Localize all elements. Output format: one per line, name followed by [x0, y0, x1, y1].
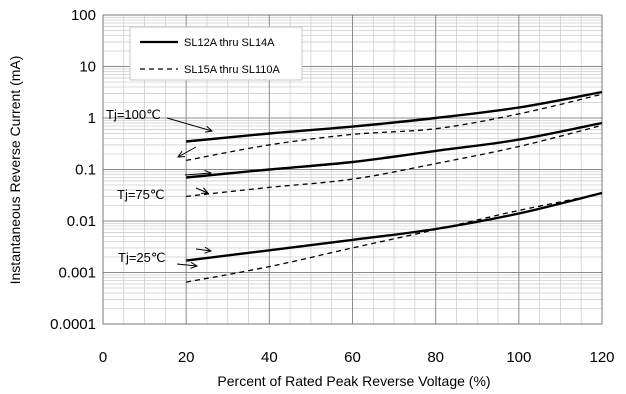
legend: SL12A thru SL14A SL15A thru SL110A: [129, 26, 303, 81]
temperature-annotation: Tj=25℃: [118, 250, 165, 265]
annotation-arrowhead: [205, 125, 214, 133]
y-tick-label: 0.01: [67, 213, 96, 230]
series-line-dashed: [186, 93, 603, 162]
x-tick-label: 0: [99, 349, 107, 366]
grid: [102, 14, 603, 325]
x-tick-label: 40: [261, 349, 278, 366]
x-tick-label: 80: [427, 349, 444, 366]
temperature-annotation: Tj=100℃: [106, 107, 161, 122]
series-line-solid: [186, 90, 603, 143]
y-tick-label: 100: [71, 7, 96, 24]
legend-label-solid: SL12A thru SL14A: [184, 37, 275, 49]
y-tick-label: 0.1: [75, 162, 96, 179]
legend-label-dashed: SL15A thru SL110A: [184, 64, 280, 76]
y-axis-title: Instantaneous Reverse Current (mA): [7, 56, 23, 285]
annotation-arrow: [195, 248, 212, 252]
annotation-arrowhead: [200, 187, 210, 194]
y-tick-label: 0.001: [58, 265, 96, 282]
annotations: Tj=100℃ Tj=75℃ Tj=25℃: [106, 107, 214, 269]
x-tick-label: 120: [589, 349, 614, 366]
series-line-solid: [186, 191, 603, 262]
y-tick-label: 1: [88, 110, 96, 127]
series-lines: [186, 90, 603, 283]
annotation-arrowhead: [204, 246, 213, 254]
annotation-arrow: [166, 117, 213, 132]
annotation-arrow: [177, 146, 197, 158]
annotation-arrow: [184, 172, 212, 176]
temperature-annotation: Tj=75℃: [117, 187, 164, 202]
y-tick-label: 0.0001: [50, 316, 96, 333]
annotation-arrowhead: [190, 261, 199, 269]
x-tick-label: 60: [344, 349, 361, 366]
plot-border: [102, 14, 603, 325]
y-tick-label: 10: [79, 59, 96, 76]
annotation-arrowhead: [204, 169, 213, 177]
series-line-solid: [186, 121, 603, 179]
annotation-arrow: [195, 187, 209, 194]
annotation-arrowhead: [176, 150, 186, 158]
x-axis-title: Percent of Rated Peak Reverse Voltage (%…: [217, 373, 490, 389]
x-tick-label: 20: [178, 349, 195, 366]
x-tick-label: 100: [506, 349, 531, 366]
legend-box: [129, 26, 303, 81]
series-line-dashed: [186, 124, 603, 198]
tick-labels: 0.0001 0.001 0.01 0.1 1 10 100 0 20 40 60 80 100 120: [50, 7, 614, 366]
series-line-dashed: [186, 192, 603, 283]
annotation-arrow: [176, 263, 198, 267]
